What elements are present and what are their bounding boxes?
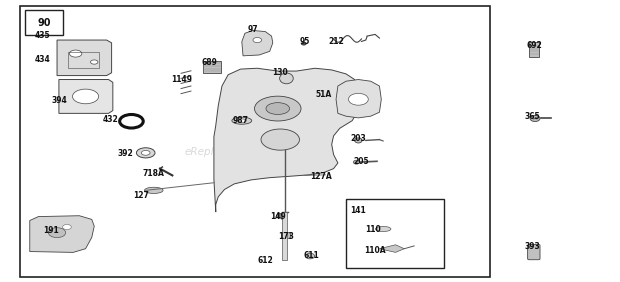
- Text: 393: 393: [524, 242, 540, 251]
- Bar: [25, 10, 63, 35]
- FancyBboxPatch shape: [528, 244, 540, 260]
- Text: 689: 689: [202, 58, 218, 67]
- Text: 435: 435: [34, 31, 50, 40]
- Ellipse shape: [63, 224, 71, 230]
- Text: 130: 130: [272, 68, 288, 77]
- Text: 432: 432: [102, 115, 118, 124]
- Ellipse shape: [301, 42, 306, 45]
- Polygon shape: [30, 216, 94, 252]
- Ellipse shape: [237, 119, 247, 122]
- Ellipse shape: [91, 60, 98, 64]
- Ellipse shape: [144, 187, 163, 193]
- Ellipse shape: [306, 253, 314, 259]
- Text: 110A: 110A: [365, 246, 386, 255]
- Ellipse shape: [375, 226, 391, 232]
- Ellipse shape: [232, 117, 252, 124]
- Ellipse shape: [48, 228, 66, 237]
- Text: eReplacementParts.com: eReplacementParts.com: [184, 147, 312, 157]
- Text: 90: 90: [37, 18, 51, 28]
- Text: 95: 95: [300, 37, 310, 46]
- Polygon shape: [336, 80, 381, 118]
- Text: 612: 612: [257, 256, 273, 265]
- Bar: [529, 42, 539, 57]
- Text: 718A: 718A: [143, 169, 165, 178]
- Ellipse shape: [141, 151, 150, 155]
- Bar: [68, 52, 99, 68]
- Ellipse shape: [73, 89, 99, 104]
- Ellipse shape: [253, 38, 262, 43]
- Ellipse shape: [355, 138, 362, 143]
- Text: 987: 987: [232, 116, 249, 125]
- Text: 611: 611: [303, 251, 319, 260]
- Ellipse shape: [353, 160, 360, 164]
- Text: 394: 394: [51, 96, 67, 105]
- Bar: [20, 6, 490, 277]
- Text: 212: 212: [328, 37, 344, 46]
- Ellipse shape: [266, 103, 290, 114]
- Text: 110: 110: [365, 225, 381, 234]
- Bar: [282, 212, 287, 260]
- Text: 97: 97: [247, 25, 259, 34]
- Ellipse shape: [136, 148, 155, 158]
- Text: 127: 127: [133, 191, 149, 200]
- Ellipse shape: [348, 93, 368, 105]
- Text: 692: 692: [526, 41, 542, 50]
- Text: 434: 434: [34, 55, 50, 64]
- Ellipse shape: [530, 115, 540, 122]
- Polygon shape: [59, 80, 113, 113]
- Bar: [203, 61, 221, 73]
- Bar: [282, 232, 290, 238]
- Polygon shape: [214, 68, 360, 212]
- Ellipse shape: [69, 50, 82, 57]
- Text: 392: 392: [117, 149, 133, 158]
- Ellipse shape: [261, 129, 299, 150]
- Text: 365: 365: [524, 112, 540, 121]
- Text: 205: 205: [353, 157, 369, 166]
- Text: 173: 173: [278, 232, 294, 241]
- Text: 1149: 1149: [171, 75, 192, 84]
- Text: 149: 149: [270, 212, 286, 221]
- Bar: [346, 199, 444, 268]
- Text: 127A: 127A: [310, 172, 332, 181]
- Text: 51A: 51A: [316, 90, 332, 99]
- Polygon shape: [242, 30, 273, 56]
- Ellipse shape: [254, 96, 301, 121]
- Polygon shape: [57, 40, 112, 76]
- Text: 141: 141: [350, 206, 366, 215]
- Ellipse shape: [277, 214, 284, 218]
- Ellipse shape: [280, 73, 293, 84]
- Text: 191: 191: [43, 226, 59, 235]
- Text: 203: 203: [350, 134, 366, 143]
- Polygon shape: [379, 245, 404, 252]
